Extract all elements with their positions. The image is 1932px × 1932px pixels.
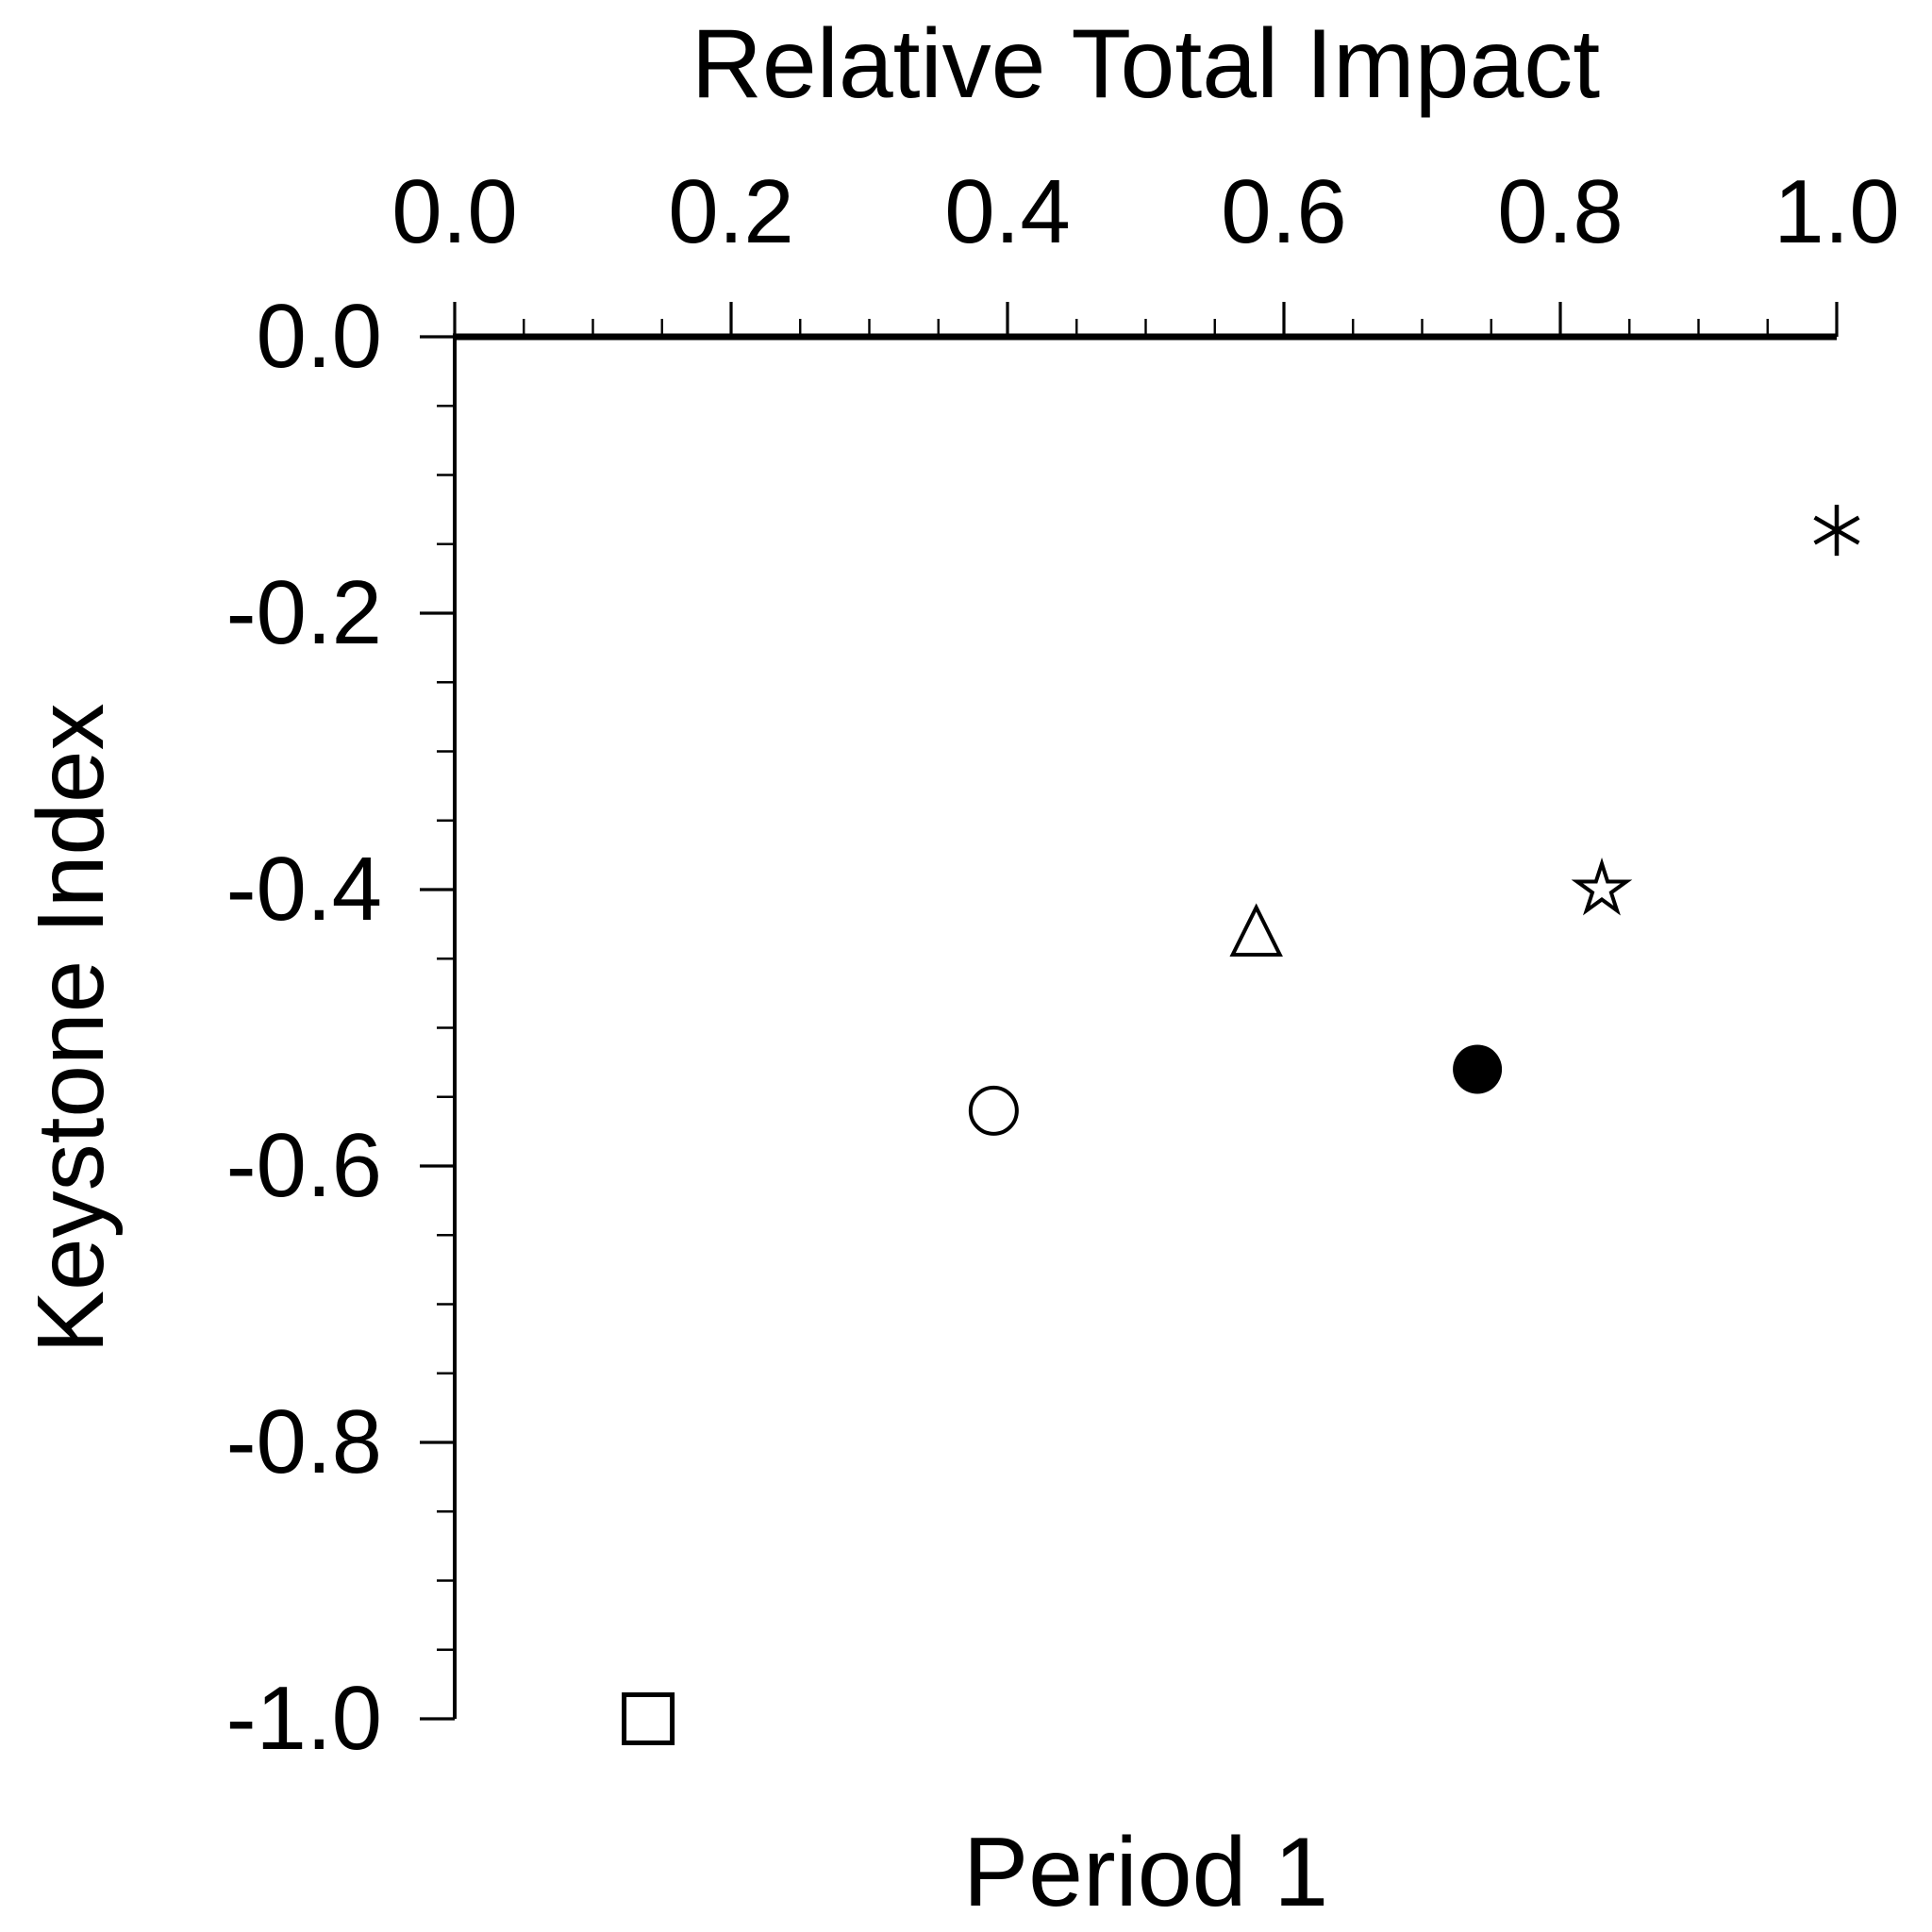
y-tick-label: -0.6 bbox=[225, 1115, 382, 1216]
marker-open-square bbox=[622, 1692, 675, 1745]
y-tick-label: -0.2 bbox=[225, 562, 382, 663]
period-label: Period 1 bbox=[962, 1818, 1329, 1927]
x-tick-label: 0.2 bbox=[668, 161, 794, 262]
x-tick-label: 0.6 bbox=[1221, 161, 1347, 262]
marker-open-triangle bbox=[1229, 903, 1283, 957]
marker-filled-circle bbox=[1453, 1044, 1503, 1094]
x-axis-title: Relative Total Impact bbox=[691, 9, 1601, 119]
y-tick-label: -1.0 bbox=[225, 1668, 382, 1769]
marker-open-circle bbox=[968, 1085, 1019, 1136]
x-tick-label: 0.0 bbox=[391, 161, 518, 262]
marker-open-star bbox=[1571, 858, 1633, 916]
y-tick-label: 0.0 bbox=[256, 286, 382, 387]
y-tick-label: -0.4 bbox=[225, 839, 382, 940]
y-axis-title: Keystone Index bbox=[18, 703, 124, 1354]
x-tick-label: 1.0 bbox=[1774, 161, 1900, 262]
x-tick-label: 0.4 bbox=[944, 161, 1071, 262]
marker-asterisk bbox=[1813, 505, 1860, 557]
x-tick-label: 0.8 bbox=[1497, 161, 1624, 262]
y-tick-label: -0.8 bbox=[225, 1391, 382, 1492]
